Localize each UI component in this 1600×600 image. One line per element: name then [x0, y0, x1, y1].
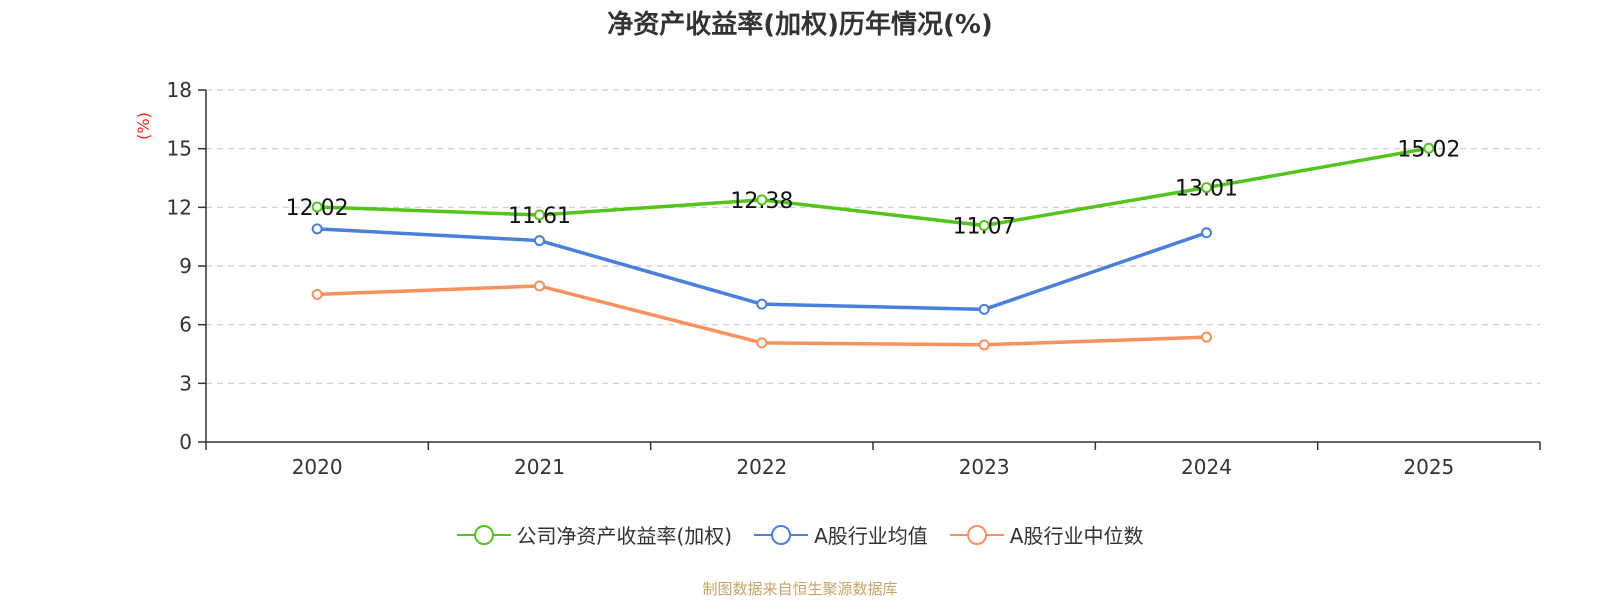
axes: 0 3 6 9 12 15 18 (%) 2020 2021 2022 2023 2024 2025 [134, 78, 1541, 479]
legend-circle [473, 524, 494, 545]
legend-label: A股行业中位数 [1009, 524, 1144, 548]
data-label: 13.01 [1175, 177, 1238, 202]
data-point [978, 339, 990, 351]
x-tick-label: 2023 [959, 455, 1010, 479]
data-point [978, 220, 990, 232]
data-point [756, 194, 768, 206]
legend-item[interactable]: A股行业中位数 [949, 520, 1144, 549]
data-point [311, 288, 323, 300]
data-point [534, 280, 545, 292]
data-point [756, 298, 768, 310]
data-point [311, 223, 323, 235]
x-tick-label: 2025 [1403, 455, 1454, 479]
legend-circle [966, 524, 987, 545]
y-tick-label: 0 [179, 430, 192, 454]
y-tick-label: 3 [179, 371, 192, 395]
data-labels: 12.02 11.61 12.38 11.07 13.01 15.02 [286, 137, 1461, 239]
series-line [317, 227, 1208, 312]
y-tick-label: 9 [179, 254, 192, 278]
series-line [317, 284, 1207, 347]
source-note: 制图数据来自恒生聚源数据库 [702, 580, 898, 598]
data-point [978, 303, 990, 315]
legend-circle [771, 524, 792, 545]
data-point [1423, 142, 1435, 154]
y-tick-label: 18 [167, 78, 192, 102]
x-tick-label: 2024 [1181, 455, 1232, 479]
data-point [756, 337, 768, 349]
data-point [1201, 331, 1212, 343]
data-label: 12.38 [730, 189, 793, 214]
legend-marker-icon [949, 524, 1004, 545]
legend-item[interactable]: 公司净资产收益率(加权) [456, 520, 733, 549]
legend-label: 公司净资产收益率(加权) [516, 524, 733, 548]
x-tick-label: 2022 [736, 455, 787, 479]
data-point [534, 209, 545, 221]
legend-item[interactable]: A股行业均值 [754, 520, 928, 549]
x-tick-label: 2021 [514, 455, 565, 479]
data-point [1201, 227, 1212, 239]
data-label: 12.02 [286, 196, 349, 221]
chart-title: 净资产收益率(加权)历年情况(%) [607, 10, 993, 40]
data-label: 15.02 [1397, 137, 1460, 162]
data-point [1201, 182, 1212, 194]
legend-label: A股行业均值 [814, 524, 928, 548]
series-lines [311, 142, 1435, 351]
data-label: 11.61 [508, 204, 571, 229]
data-point [534, 235, 545, 247]
data-point [311, 201, 323, 213]
legend-marker-icon [456, 524, 511, 545]
y-axis-label: (%) [134, 112, 153, 140]
legend: 公司净资产收益率(加权) A股行业均值 A股行业中位数 [0, 520, 1600, 549]
y-tick-label: 15 [167, 137, 192, 161]
y-tick-label: 6 [179, 313, 192, 337]
legend-marker-icon [754, 524, 809, 545]
x-tick-label: 2020 [292, 455, 343, 479]
gridlines [206, 89, 1540, 384]
data-label: 11.07 [953, 215, 1016, 240]
y-tick-label: 12 [167, 195, 192, 219]
series-line [317, 146, 1430, 228]
